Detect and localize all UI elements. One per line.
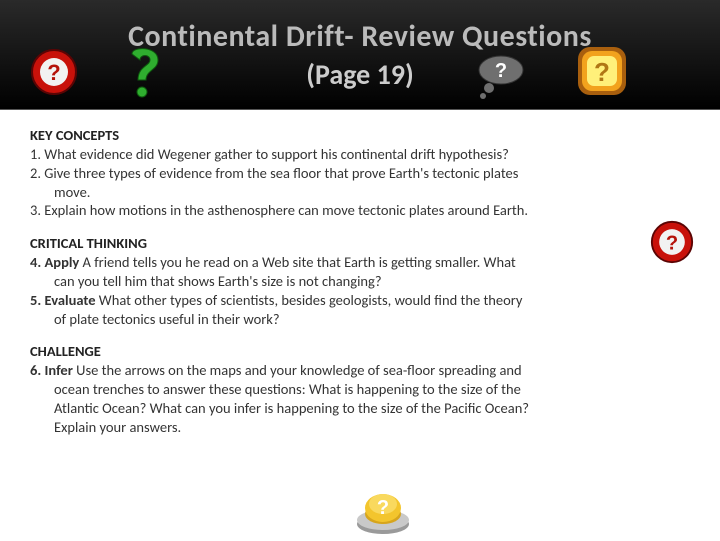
title-line-2: (Page 19) bbox=[306, 57, 413, 92]
body-content: KEY CONCEPTS 1. What evidence did Wegene… bbox=[0, 110, 720, 437]
question-2: 2. Give three types of evidence from the… bbox=[30, 164, 690, 183]
svg-text:?: ? bbox=[594, 57, 610, 87]
side-red-question-icon: ? bbox=[650, 220, 694, 269]
q5-number: 5. bbox=[30, 291, 45, 309]
question-2-cont: move. bbox=[30, 183, 690, 202]
svg-text:?: ? bbox=[495, 60, 507, 82]
q4-text: A friend tells you he read on a Web site… bbox=[79, 253, 515, 271]
svg-text:?: ? bbox=[47, 60, 60, 85]
q5-verb: Evaluate bbox=[45, 291, 96, 309]
title-header: Continental Drift- Review Questions (Pag… bbox=[0, 0, 720, 110]
question-5-cont: of plate tectonics useful in their work? bbox=[30, 310, 690, 329]
q4-verb: Apply bbox=[45, 253, 80, 271]
svg-text:?: ? bbox=[666, 232, 678, 254]
challenge-heading: CHALLENGE bbox=[30, 342, 690, 361]
q6-verb: Infer bbox=[45, 361, 73, 379]
yellow-button-question-icon: ? bbox=[355, 484, 411, 541]
svg-text:?: ? bbox=[377, 497, 389, 519]
question-6: 6. Infer Use the arrows on the maps and … bbox=[30, 361, 690, 380]
question-3: 3. Explain how motions in the asthenosph… bbox=[30, 201, 690, 220]
red-question-icon: ? bbox=[30, 48, 78, 96]
green-question-icon bbox=[118, 48, 168, 102]
q5-text: What other types of scientists, besides … bbox=[96, 291, 523, 309]
question-4: 4. Apply A friend tells you he read on a… bbox=[30, 253, 690, 272]
key-concepts-heading: KEY CONCEPTS bbox=[30, 126, 690, 145]
question-6-cont-1: ocean trenches to answer these questions… bbox=[30, 380, 690, 399]
question-6-cont-2: Atlantic Ocean? What can you infer is ha… bbox=[30, 399, 690, 418]
q4-number: 4. bbox=[30, 253, 45, 271]
q6-number: 6. bbox=[30, 361, 45, 379]
question-6-cont-3: Explain your answers. bbox=[30, 418, 690, 437]
title-line-1: Continental Drift- Review Questions bbox=[128, 18, 592, 55]
header-icon-row: ? ? ? bbox=[0, 0, 720, 109]
question-1: 1. What evidence did Wegener gather to s… bbox=[30, 145, 690, 164]
question-5: 5. Evaluate What other types of scientis… bbox=[30, 291, 690, 310]
q6-text: Use the arrows on the maps and your know… bbox=[73, 361, 522, 379]
grey-thought-question-icon: ? bbox=[475, 52, 529, 100]
question-4-cont: can you tell him that shows Earth's size… bbox=[30, 272, 690, 291]
critical-thinking-heading: CRITICAL THINKING bbox=[30, 234, 690, 253]
